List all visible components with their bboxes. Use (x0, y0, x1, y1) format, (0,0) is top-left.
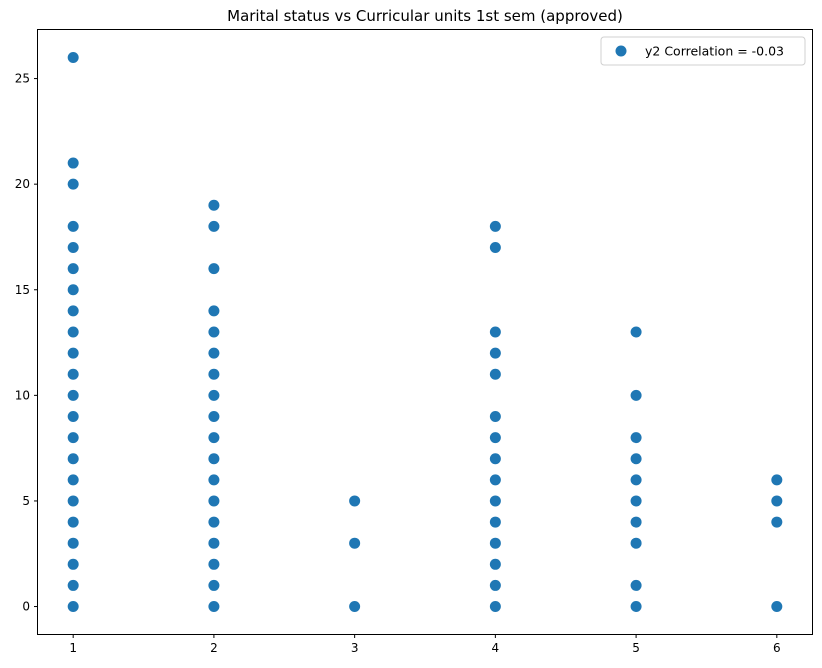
data-point (489, 579, 501, 591)
data-point (208, 410, 220, 422)
data-point (630, 453, 642, 465)
data-point (489, 516, 501, 528)
data-point (208, 368, 220, 380)
data-point (630, 516, 642, 528)
data-point (67, 516, 79, 528)
data-points (67, 51, 783, 613)
legend: y2 Correlation = -0.03 (600, 36, 806, 66)
data-point (489, 242, 501, 254)
data-point (67, 558, 79, 570)
data-point (349, 601, 361, 613)
data-point (630, 537, 642, 549)
data-point (489, 347, 501, 359)
x-axis: 1 2 3 4 5 6 (69, 634, 781, 655)
data-point (489, 220, 501, 232)
data-point (67, 579, 79, 591)
data-point (349, 537, 361, 549)
data-point (771, 516, 783, 528)
data-point (67, 474, 79, 486)
data-point (208, 495, 220, 507)
data-point (771, 495, 783, 507)
data-point (67, 453, 79, 465)
data-point (208, 601, 220, 613)
data-point (208, 432, 220, 444)
data-point (67, 495, 79, 507)
legend-marker (615, 45, 627, 57)
x-tick-label: 6 (773, 641, 781, 655)
data-point (630, 579, 642, 591)
data-point (630, 601, 642, 613)
data-point (489, 453, 501, 465)
legend-label: y2 Correlation = -0.03 (645, 44, 784, 59)
data-point (67, 326, 79, 338)
data-point (67, 305, 79, 317)
y-tick-label: 25 (15, 72, 30, 86)
data-point (67, 601, 79, 613)
data-point (630, 432, 642, 444)
x-tick-label: 5 (632, 641, 640, 655)
data-point (208, 474, 220, 486)
legend-box (600, 36, 806, 66)
data-point (208, 516, 220, 528)
y-tick-label: 5 (22, 494, 30, 508)
data-point (67, 178, 79, 190)
data-point (208, 558, 220, 570)
y-tick-label: 20 (15, 177, 30, 191)
data-point (67, 389, 79, 401)
data-point (630, 474, 642, 486)
y-axis: 0 5 10 15 20 25 (15, 72, 38, 614)
data-point (630, 495, 642, 507)
data-point (67, 284, 79, 296)
data-point (630, 326, 642, 338)
y-tick-label: 15 (15, 283, 30, 297)
data-point (771, 601, 783, 613)
data-point (208, 263, 220, 275)
data-point (67, 432, 79, 444)
data-point (208, 220, 220, 232)
chart-title: Marital status vs Curricular units 1st s… (227, 7, 623, 25)
plot-area (37, 29, 813, 635)
data-point (489, 474, 501, 486)
data-point (489, 601, 501, 613)
data-point (208, 389, 220, 401)
x-tick-label: 3 (351, 641, 359, 655)
y-tick-label: 10 (15, 388, 30, 402)
data-point (489, 558, 501, 570)
data-point (489, 368, 501, 380)
data-point (208, 579, 220, 591)
data-point (67, 368, 79, 380)
data-point (489, 432, 501, 444)
data-point (349, 495, 361, 507)
y-tick-label: 0 (22, 600, 30, 614)
data-point (489, 326, 501, 338)
data-point (489, 410, 501, 422)
data-point (67, 347, 79, 359)
x-tick-label: 1 (69, 641, 77, 655)
data-point (67, 537, 79, 549)
data-point (67, 242, 79, 254)
data-point (67, 157, 79, 169)
data-point (208, 199, 220, 211)
data-point (67, 263, 79, 275)
data-point (489, 537, 501, 549)
data-point (67, 51, 79, 63)
x-tick-label: 2 (210, 641, 218, 655)
data-point (489, 495, 501, 507)
data-point (208, 326, 220, 338)
data-point (208, 453, 220, 465)
x-tick-label: 4 (492, 641, 500, 655)
data-point (67, 410, 79, 422)
data-point (67, 220, 79, 232)
data-point (208, 305, 220, 317)
plot-frame (37, 29, 813, 635)
data-point (771, 474, 783, 486)
data-point (208, 347, 220, 359)
data-point (208, 537, 220, 549)
data-point (630, 389, 642, 401)
